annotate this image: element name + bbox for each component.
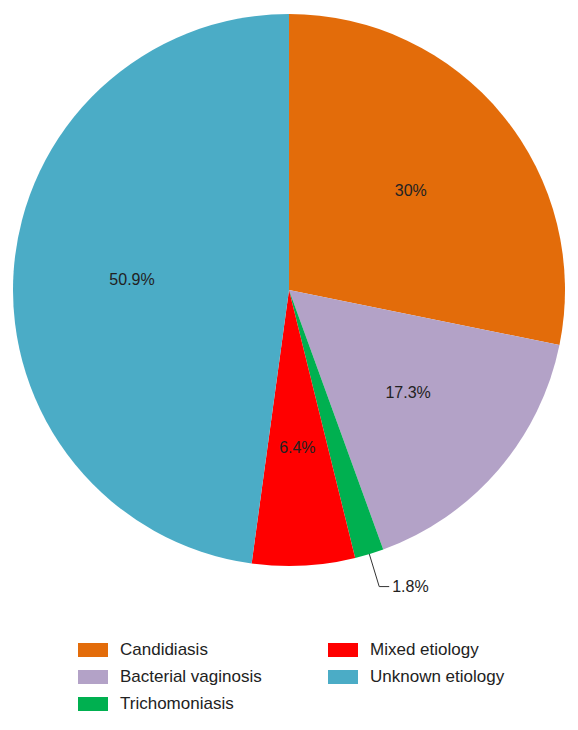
svg-text:17.3%: 17.3% [385,384,430,401]
html-text:Unknown etiology: Unknown etiology [370,667,505,686]
html-text:Candidiasis: Candidiasis [120,640,208,659]
svg-text:6.4%: 6.4% [279,439,315,456]
svg-text:30%: 30% [395,182,427,199]
svg-text:50.9%: 50.9% [109,271,154,288]
html-text:Mixed etiology: Mixed etiology [370,640,479,659]
html-text:Bacterial vaginosis: Bacterial vaginosis [120,667,262,686]
svg-text:1.8%: 1.8% [392,578,428,595]
html-text:Trichomoniasis: Trichomoniasis [120,694,234,713]
